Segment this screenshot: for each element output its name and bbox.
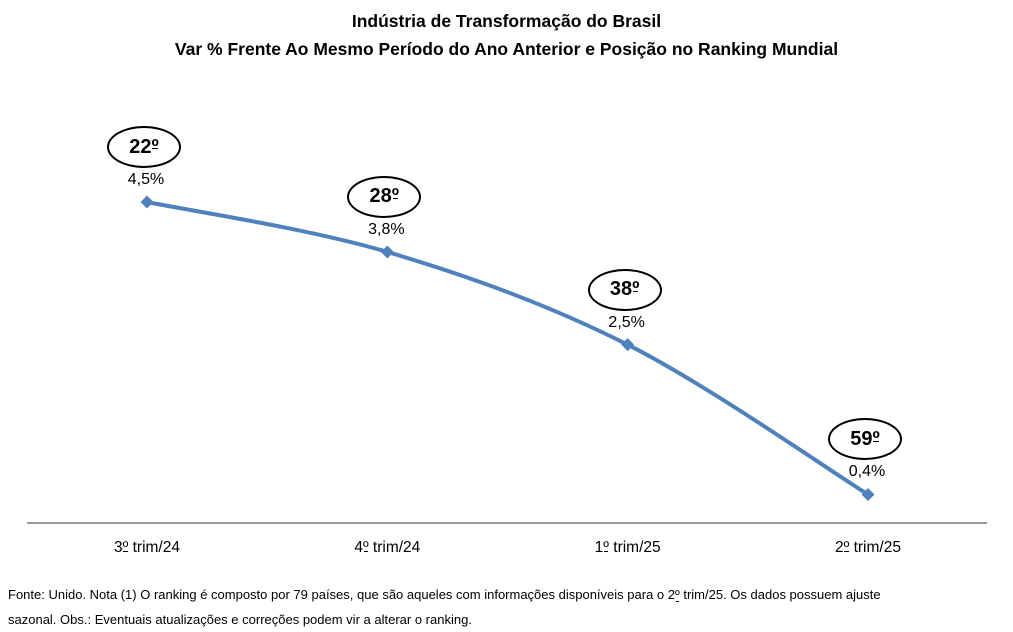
ordinal-indicator: º — [675, 583, 680, 608]
chart-title: Indústria de Transformação do Brasil Var… — [0, 7, 1013, 63]
footnote-line1: Fonte: Unido. Nota (1) O ranking é compo… — [8, 583, 1008, 608]
chart-title-line2: Var % Frente Ao Mesmo Período do Ano Ant… — [174, 39, 839, 59]
footnote: Fonte: Unido. Nota (1) O ranking é compo… — [8, 583, 1008, 632]
footnote-line2: sazonal. Obs.: Eventuais atualizações e … — [8, 611, 472, 627]
data-point-marker — [380, 245, 394, 259]
data-point-marker — [621, 338, 635, 352]
data-point-marker — [140, 195, 154, 209]
data-series-line — [145, 200, 870, 497]
data-point-marker — [861, 487, 875, 501]
chart-title-line1: Indústria de Transformação do Brasil — [351, 11, 662, 31]
